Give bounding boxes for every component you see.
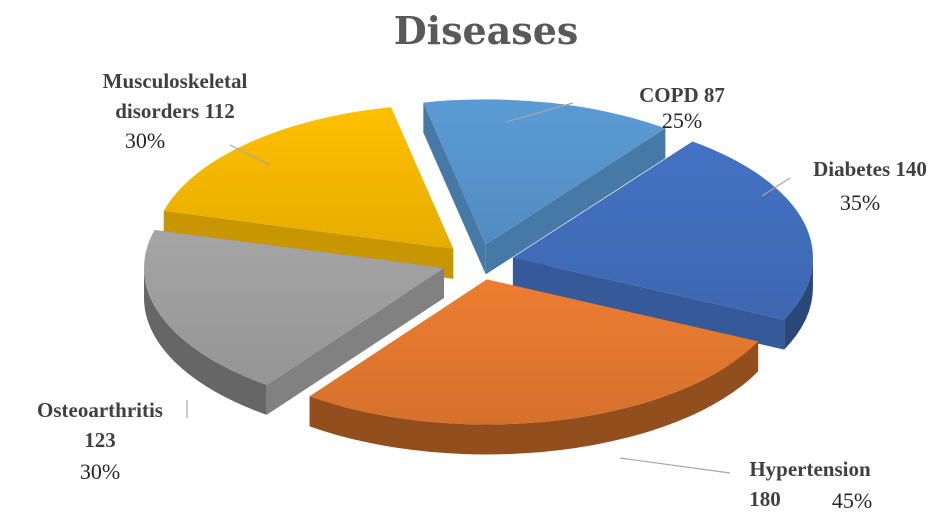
slice-top-face xyxy=(163,107,454,249)
slice-top-face xyxy=(144,229,445,385)
label-musculoskeletal-disorders-name: Musculoskeletal xyxy=(103,69,248,93)
label-copd-name: COPD 87 xyxy=(639,83,725,107)
slice-outer-wall xyxy=(309,341,759,455)
label-diabetes-name: Diabetes 140 xyxy=(813,157,927,181)
label-copd-percent: 25% xyxy=(662,108,702,133)
pie-slice-diabetes xyxy=(512,141,813,350)
pie-slice-hypertension xyxy=(309,279,759,455)
slice-top-face xyxy=(309,279,759,425)
slice-outer-wall xyxy=(784,257,813,350)
slice-top-face xyxy=(512,141,813,320)
label-diabetes-percent: 35% xyxy=(840,190,880,215)
label-osteoarthritis-name: Osteoarthritis xyxy=(37,398,163,422)
leader-lines xyxy=(186,102,791,474)
label-musculoskeletal-disorders-leader xyxy=(229,144,271,166)
label-osteoarthritis-name-line2: 123 xyxy=(84,428,116,452)
label-hypertension-leader xyxy=(619,457,731,474)
slice-side-wall xyxy=(423,102,486,275)
label-osteoarthritis-percent: 30% xyxy=(80,459,120,484)
pie-slices xyxy=(144,99,813,455)
slice-side-wall xyxy=(485,128,666,275)
label-copd-leader xyxy=(505,102,574,123)
label-hypertension-name-line2: 180 xyxy=(749,487,781,511)
chart-title: Diseases xyxy=(394,8,579,53)
slice-side-wall xyxy=(512,257,785,350)
slice-top-face xyxy=(423,99,666,245)
label-diabetes-leader xyxy=(761,177,791,197)
label-musculoskeletal-disorders-percent: 30% xyxy=(125,128,165,153)
label-hypertension-name: Hypertension xyxy=(749,457,871,481)
slice-outer-wall xyxy=(144,267,267,415)
label-musculoskeletal-disorders-name-line2: disorders 112 xyxy=(115,99,235,123)
slice-side-wall xyxy=(266,267,445,415)
pie-slice-osteoarthritis xyxy=(144,229,445,415)
label-hypertension-percent: 45% xyxy=(832,488,872,513)
pie-slice-copd xyxy=(423,99,666,275)
